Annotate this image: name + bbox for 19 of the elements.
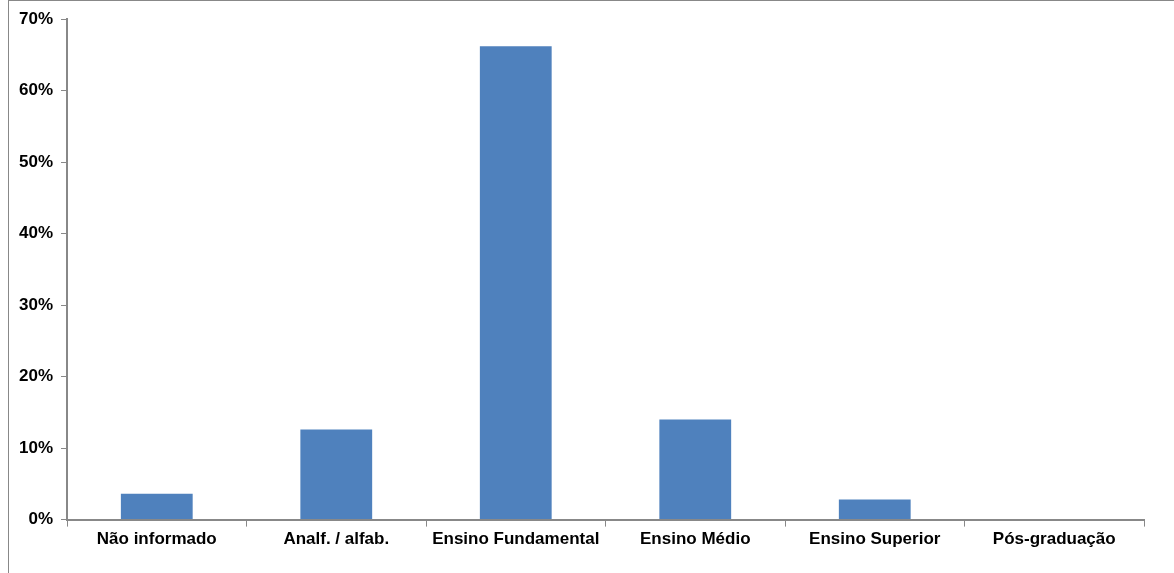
x-tick-label: Ensino Fundamental [432, 529, 600, 549]
x-tick-label: Analf. / alfab. [283, 529, 390, 549]
y-tick-label: 70% [18, 8, 54, 28]
y-tick-label: 60% [18, 80, 54, 100]
y-tick-label: 30% [18, 294, 54, 314]
bar [838, 499, 911, 520]
y-tick-label: 50% [18, 151, 54, 171]
x-tick-label: Ensino Médio [640, 529, 751, 549]
x-tick-label: Pós-graduação [992, 529, 1116, 549]
x-tick-label: Não informado [96, 529, 217, 549]
y-tick-label: 0% [28, 509, 54, 529]
y-tick-label: 40% [18, 223, 54, 243]
x-tick-label: Ensino Superior [809, 529, 941, 549]
bar [300, 429, 373, 520]
bar [120, 493, 193, 520]
y-tick-label: 10% [18, 437, 54, 457]
y-tick-label: 20% [18, 366, 54, 386]
bar [659, 419, 732, 520]
bar [479, 46, 552, 520]
